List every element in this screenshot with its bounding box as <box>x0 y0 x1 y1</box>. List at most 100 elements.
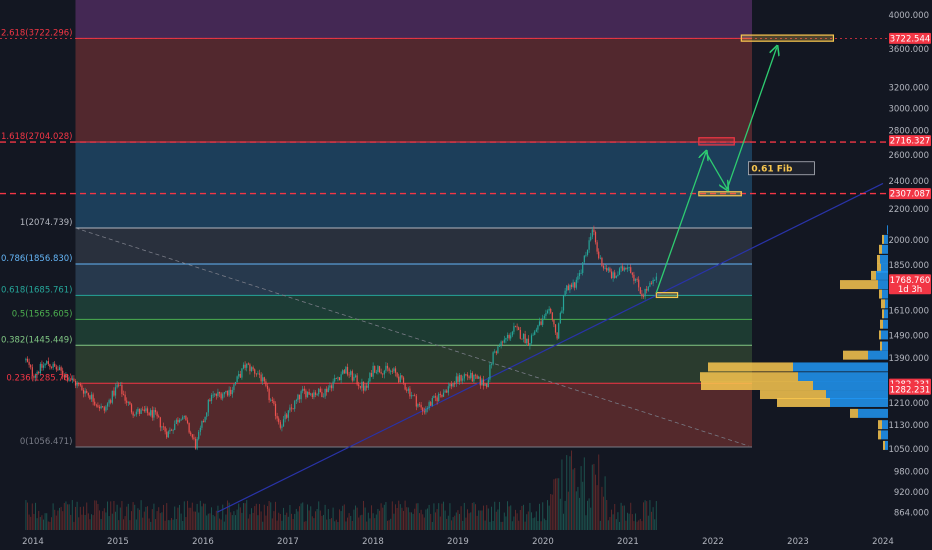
candle-body <box>202 421 205 423</box>
volume-bar <box>559 498 561 530</box>
candle-body <box>569 284 571 291</box>
candle-body <box>102 406 104 408</box>
candle-body <box>130 404 133 413</box>
volume-bar <box>175 519 177 530</box>
volume-bar <box>447 515 449 530</box>
volume-profile-buy <box>883 319 888 329</box>
candle-body <box>188 422 190 433</box>
volume-bar <box>515 509 517 530</box>
volume-bar <box>54 509 56 530</box>
volume-profile-buy <box>885 299 888 309</box>
candle-body <box>268 388 270 401</box>
candle-body <box>174 423 176 430</box>
projection-arrow-1[interactable] <box>705 151 727 189</box>
volume-bar <box>652 507 654 530</box>
candle-body <box>250 367 253 372</box>
candle-body <box>303 388 305 391</box>
volume-bar <box>148 518 150 530</box>
candle-body <box>542 318 544 325</box>
candle-body <box>226 390 229 396</box>
candle-body <box>630 267 632 273</box>
volume-bar <box>319 510 321 530</box>
annotation-box[interactable] <box>748 161 815 176</box>
candle-body <box>47 361 49 365</box>
candle-body <box>590 236 592 241</box>
fib-annotation[interactable]: 0.61 Fib <box>748 161 815 176</box>
target-box-0[interactable] <box>698 191 742 197</box>
candle-body <box>233 384 235 391</box>
target-box-3[interactable] <box>655 292 679 299</box>
volume-bar <box>89 519 91 530</box>
candle-body <box>626 267 629 270</box>
volume-bar <box>177 507 179 530</box>
candle-body <box>234 382 237 385</box>
volume-bar <box>342 505 344 530</box>
volume-bar <box>204 503 206 530</box>
volume-bar <box>547 500 549 530</box>
candle-body <box>153 409 155 418</box>
volume-bar <box>503 512 505 530</box>
candle-body <box>474 374 477 376</box>
horizontal-lines[interactable] <box>0 37 888 195</box>
volume-bar <box>521 505 523 530</box>
candle-body <box>106 403 109 407</box>
volume-bar <box>382 507 384 530</box>
candle-body <box>393 368 395 372</box>
candle-body <box>294 401 296 409</box>
projection-arrow-0[interactable] <box>655 152 706 293</box>
price-candles <box>25 225 657 451</box>
projection-arrows[interactable] <box>655 47 777 293</box>
volume-bar <box>57 510 59 530</box>
trendline-0[interactable] <box>216 182 884 513</box>
volume-bar <box>633 521 635 530</box>
price-axis-tick: 920.000 <box>894 488 929 498</box>
volume-bar <box>289 505 291 530</box>
candle-body <box>65 374 67 378</box>
candle-body <box>481 379 483 386</box>
volume-bar <box>543 518 545 530</box>
volume-bar <box>139 509 141 530</box>
volume-bar <box>99 510 101 530</box>
candle-body <box>70 379 72 381</box>
candle-body <box>522 333 525 339</box>
volume-bar <box>159 513 161 530</box>
candle-body <box>129 401 131 405</box>
volume-bar <box>508 506 510 530</box>
trendlines[interactable] <box>75 182 884 513</box>
target-box-2[interactable] <box>740 34 835 42</box>
candle-body <box>326 388 328 393</box>
time-axis-tick: 2018 <box>362 537 384 547</box>
candle-body <box>369 373 371 382</box>
volume-bar <box>511 521 513 530</box>
volume-bar <box>167 520 169 530</box>
price-axis-tick: 980.000 <box>894 467 929 477</box>
trendline-1[interactable] <box>75 227 749 447</box>
candle-body <box>519 330 521 339</box>
candle-body <box>420 404 422 408</box>
fib-zone-1.618 <box>75 38 752 143</box>
candle-body <box>527 338 529 346</box>
candle-body <box>316 394 318 396</box>
volume-bar <box>222 504 224 530</box>
candle-body <box>348 374 350 376</box>
candle-body <box>306 391 309 398</box>
volume-bar <box>247 518 249 530</box>
candle-body <box>66 374 69 381</box>
candle-body <box>166 431 168 438</box>
volume-bar <box>193 511 195 530</box>
candle-body <box>194 438 197 449</box>
candle-body <box>335 378 337 379</box>
volume-bar <box>215 510 217 530</box>
volume-bar <box>183 501 185 530</box>
volume-bar <box>81 514 83 530</box>
volume-bar <box>283 507 285 530</box>
price-tag-3 <box>889 274 931 295</box>
volume-bar <box>364 507 366 530</box>
volume-bar <box>516 513 518 530</box>
target-box-1[interactable] <box>698 137 735 146</box>
projection-arrow-2[interactable] <box>726 47 777 190</box>
volume-bar <box>446 518 448 530</box>
fib-label-0.236: 0.236(1285.78) <box>6 373 72 383</box>
candle-body <box>386 365 389 369</box>
